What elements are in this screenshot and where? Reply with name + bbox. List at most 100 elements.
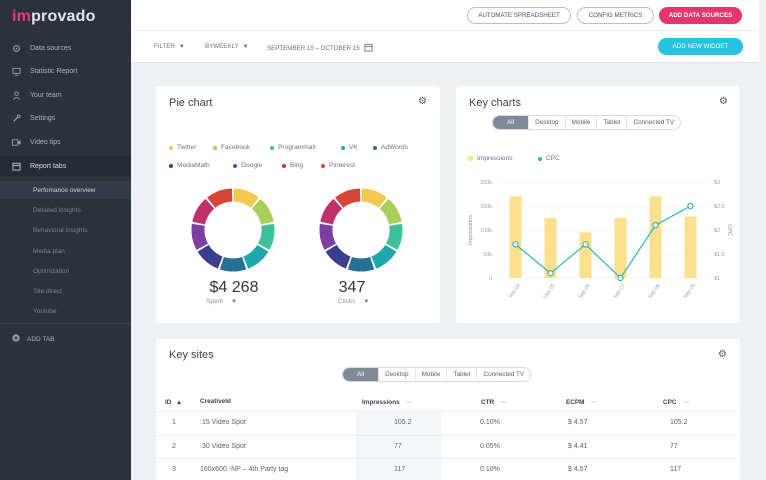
pie-legend-item[interactable]: AdWords — [373, 144, 408, 151]
gear-icon[interactable]: ⚙ — [719, 96, 728, 107]
sidebar-item-your-team[interactable]: Your team — [0, 85, 131, 105]
y2-tick-label: $1.5 — [714, 252, 725, 258]
y2-tick-label: $1 — [714, 276, 720, 282]
donut-slice[interactable] — [335, 188, 361, 208]
app-logo[interactable]: improvado — [12, 8, 96, 25]
filter-dropdown[interactable]: FILTER ▼ — [154, 43, 185, 50]
donut-slice[interactable] — [371, 244, 397, 269]
spent-metric-selector[interactable]: Spent ▼ — [206, 298, 237, 305]
sidebar-item-report-tabs[interactable]: Report tabs — [0, 156, 131, 176]
pie-legend-item[interactable]: Google — [233, 162, 262, 169]
legend-swatch — [321, 163, 325, 168]
sidebar-subitem[interactable]: Behavioral insights — [33, 226, 88, 234]
sidebar-item-statistic-report[interactable]: Statistic Report — [0, 61, 131, 81]
bar — [649, 196, 662, 278]
column-header-ecpm[interactable]: ECPM ⁓ — [566, 398, 597, 407]
donut-slice[interactable] — [243, 244, 269, 269]
period-dropdown[interactable]: BYWEEKLY ▼ — [205, 43, 249, 50]
key-charts-device-tabs: All Desktop Mobile Tablet Connected TV — [492, 115, 682, 130]
table-cell-impressions: 77 — [394, 443, 402, 450]
add-tab-button[interactable]: ADD TAB — [12, 334, 55, 344]
pie-legend-item[interactable]: Facebook — [213, 144, 250, 151]
cpc-point — [617, 274, 624, 282]
tab-desktop[interactable]: Desktop — [378, 368, 414, 381]
bar — [684, 216, 697, 278]
column-header-impressions[interactable]: Impressions ⁓ — [362, 398, 413, 407]
gear-icon[interactable]: ⚙ — [718, 349, 727, 360]
column-header-cpc[interactable]: CPC ⁓ — [663, 398, 689, 407]
donut-slice[interactable] — [319, 223, 337, 250]
donut-slice[interactable] — [207, 188, 233, 208]
tab-mobile[interactable]: Mobile — [564, 116, 597, 129]
add-tab-label: ADD TAB — [27, 335, 55, 343]
donut-slice[interactable] — [219, 256, 247, 272]
y-tick-label: 50k — [483, 252, 492, 258]
add-data-sources-button[interactable]: ADD DATA SOURCES — [659, 7, 742, 24]
pie-legend-item[interactable]: VK — [341, 144, 358, 151]
tab-all[interactable]: All — [493, 116, 529, 129]
add-new-widget-button[interactable]: ADD NEW WIDGET — [658, 38, 743, 55]
sidebar-item-data-sources[interactable]: Data sources — [0, 38, 131, 58]
clicks-donut-chart — [319, 188, 403, 272]
pie-legend-item[interactable]: Twitter — [169, 144, 196, 151]
tab-mobile[interactable]: Mobile — [414, 368, 447, 381]
column-header-id[interactable]: ID ▴ — [165, 398, 181, 407]
period-label: BYWEEKLY — [205, 43, 239, 50]
donut-slice[interactable] — [191, 223, 209, 250]
sidebar-subitem[interactable]: Detailed insights — [33, 206, 81, 214]
y2-tick-label: $2 — [714, 228, 720, 234]
legend-label: AdWords — [381, 144, 408, 151]
legend-label: Pinterest — [329, 162, 356, 169]
clicks-metric-selector[interactable]: Clicks ▼ — [338, 298, 369, 305]
table-cell-id: 2 — [172, 443, 176, 450]
tab-tablet[interactable]: Tablet — [596, 116, 626, 129]
wrench-icon — [12, 113, 21, 123]
donut-slice[interactable] — [257, 223, 275, 250]
caret-down-icon: ▼ — [363, 298, 370, 305]
sidebar-item-label: Report tabs — [30, 162, 67, 170]
config-metrics-button[interactable]: CONFIG METRICS — [577, 7, 654, 24]
donut-slice[interactable] — [197, 244, 223, 269]
legend-swatch — [169, 145, 173, 150]
tab-connected-tv[interactable]: Connected TV — [626, 116, 680, 129]
donut-slice[interactable] — [320, 198, 343, 225]
automate-spreadsheet-button[interactable]: AUTOMATE SPREADSHEET — [467, 7, 571, 24]
sidebar-subitem[interactable]: Youtube — [33, 307, 57, 315]
pie-legend-item[interactable]: MediaMath — [169, 162, 210, 169]
sidebar-subitem[interactable]: Site direct — [33, 287, 62, 295]
tab-all[interactable]: All — [343, 368, 379, 381]
column-header-ctr[interactable]: CTR ⁓ — [481, 398, 507, 407]
date-range-picker[interactable]: SEPTEMBER 15 – OCTOBER 15 — [267, 43, 373, 54]
sidebar-item-settings[interactable]: Settings — [0, 108, 131, 128]
table-cell-ctr: 0.10% — [480, 466, 500, 473]
pie-legend-item[interactable]: Programmati — [270, 144, 316, 151]
row-divider — [156, 411, 738, 412]
donut-slice[interactable] — [385, 223, 403, 250]
table-cell-id: 3 — [172, 466, 176, 473]
legend-swatch — [169, 163, 173, 168]
sidebar-subitem[interactable]: Optimization — [33, 267, 70, 275]
donut-slice[interactable] — [361, 188, 387, 208]
card-title: Pie chart — [169, 97, 213, 109]
tab-tablet[interactable]: Tablet — [446, 368, 476, 381]
x-tick-label: Sep 05 — [543, 283, 557, 300]
donut-slice[interactable] — [379, 198, 402, 225]
donut-slice[interactable] — [347, 256, 375, 272]
donut-slice[interactable] — [192, 198, 215, 225]
donut-slice[interactable] — [251, 198, 274, 225]
pie-legend-item[interactable]: Pinterest — [321, 162, 355, 169]
caret-down-icon: ▼ — [178, 43, 185, 50]
sidebar-subitem[interactable]: Media plan — [33, 247, 65, 255]
legend-label: MediaMath — [177, 162, 210, 169]
gear-icon[interactable]: ⚙ — [418, 96, 427, 107]
tab-connected-tv[interactable]: Connected TV — [476, 368, 530, 381]
x-tick-label: Sep 08 — [648, 283, 662, 300]
cpc-point — [547, 269, 554, 277]
sidebar-item-video-tips[interactable]: Video tips — [0, 132, 131, 152]
column-header-creativeid[interactable]: CreativeId — [200, 398, 231, 405]
sidebar-subitem[interactable]: Perfomance overview — [0, 181, 131, 199]
pie-legend-item[interactable]: Bing — [282, 162, 303, 169]
donut-slice[interactable] — [325, 244, 351, 269]
donut-slice[interactable] — [233, 188, 259, 208]
tab-desktop[interactable]: Desktop — [528, 116, 564, 129]
